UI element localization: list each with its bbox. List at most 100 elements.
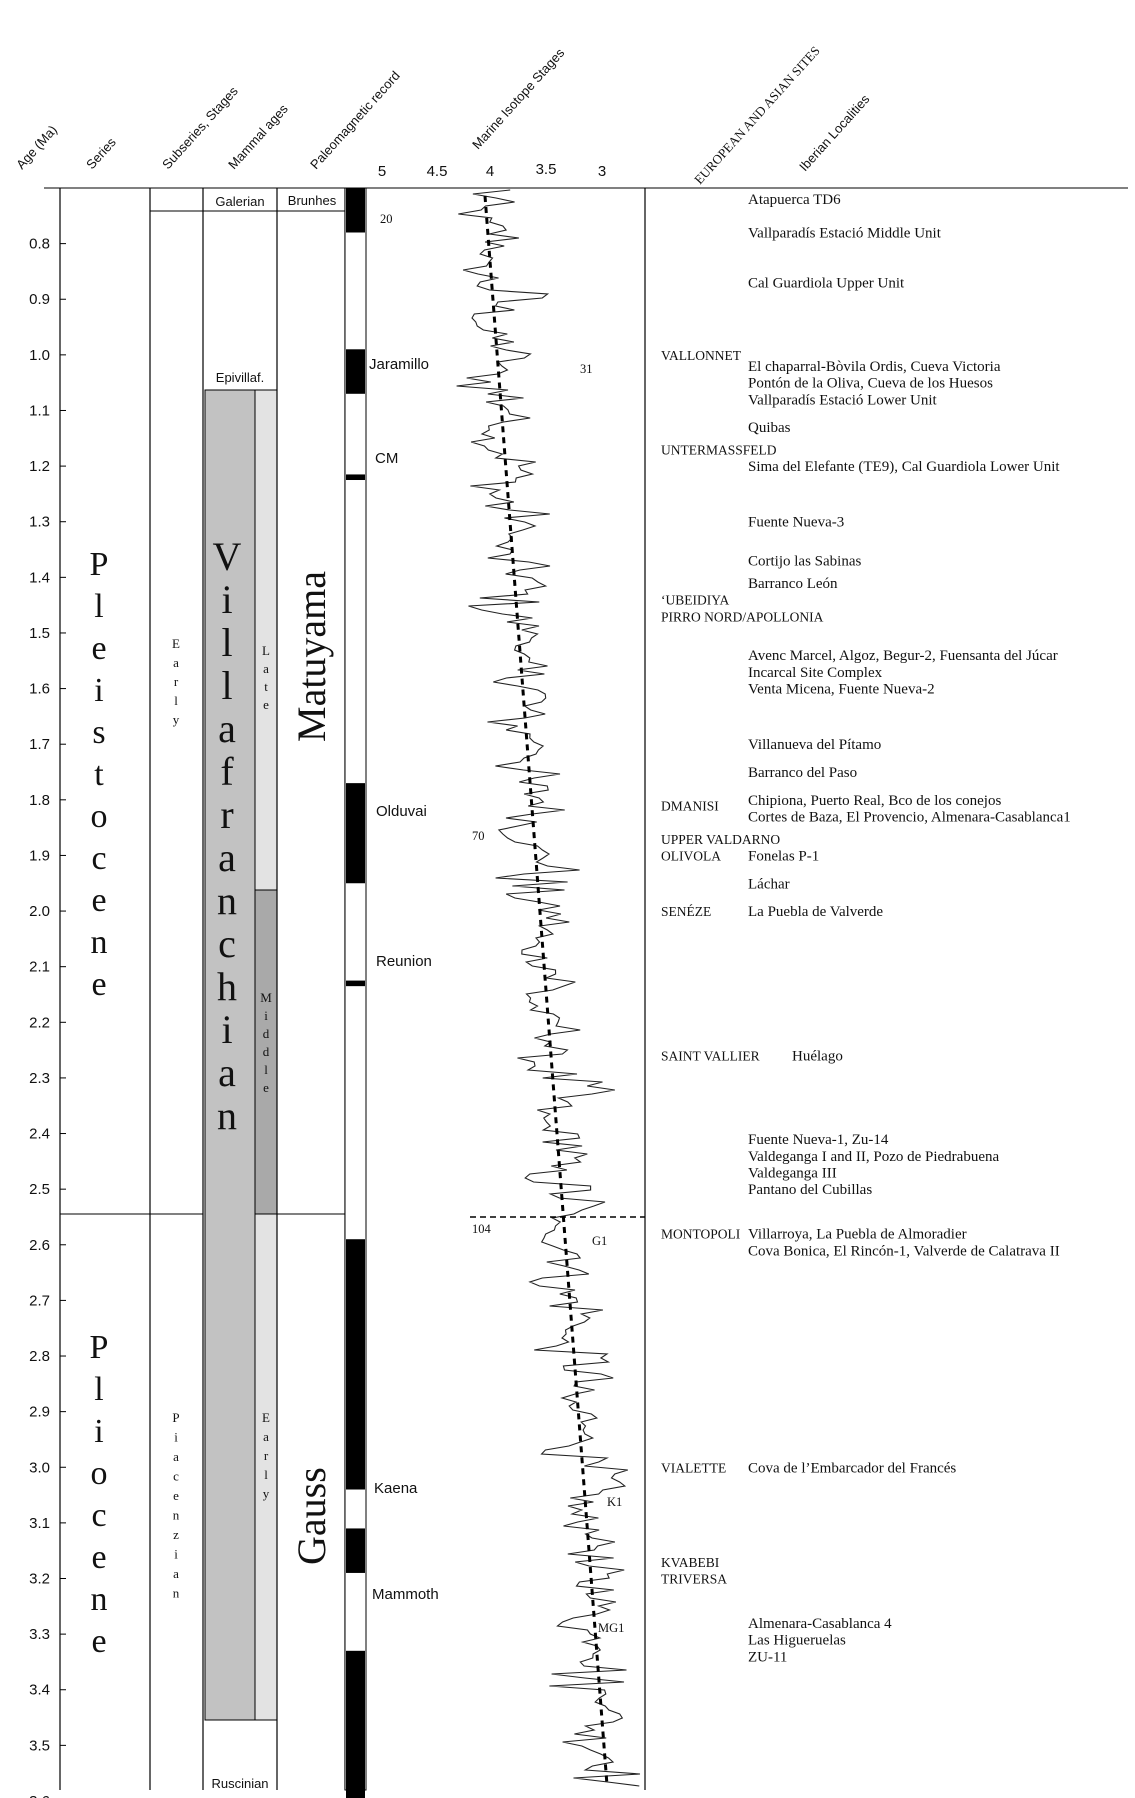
letter: c (173, 1469, 179, 1484)
letter: l (264, 1062, 268, 1077)
european-site: DMANISI (661, 798, 719, 813)
european-site: VALLONNET (661, 348, 742, 363)
normal-polarity-bar (346, 1650, 365, 1798)
european-site: MONTOPOLI (661, 1227, 741, 1242)
header-series: Series (83, 134, 119, 172)
letter: t (94, 756, 104, 793)
normal-polarity-bar (346, 474, 365, 481)
letter: l (174, 693, 178, 708)
letter: n (173, 1508, 180, 1523)
isotope-panel: 20 31 70 104 G1 K1 MG1 (380, 188, 646, 1790)
iberian-site: ZU-11 (748, 1649, 787, 1665)
iberian-site: Fuente Nueva-3 (748, 515, 844, 531)
european-site: UNTERMASSFELD (661, 442, 777, 457)
letter: i (94, 672, 103, 709)
letter: a (173, 1566, 179, 1581)
normal-polarity-bar (346, 1528, 365, 1573)
iberian-site: Pontón de la Oliva, Cueva de los Huesos (748, 376, 993, 392)
letter: r (264, 1448, 269, 1463)
letter: n (173, 1586, 180, 1601)
letter: P (90, 1329, 109, 1366)
letter: d (263, 1044, 270, 1059)
iberian-site: Valdeganga I and II, Pozo de Piedrabuena (748, 1149, 999, 1165)
letter: z (173, 1527, 179, 1542)
european-site: VIALETTE (661, 1460, 726, 1475)
european-site: SENÉZE (661, 904, 711, 919)
gauss-label: Gauss (289, 1467, 334, 1565)
age-tick-label: 2.3 (29, 1070, 50, 1087)
letter: e (91, 630, 106, 667)
iberian-site: Cal Guardiola Upper Unit (748, 276, 905, 292)
european-site: PIRRO NORD/APOLLONIA (661, 609, 824, 624)
middle-villafranchian-label: Middle (260, 990, 272, 1095)
letter: o (91, 798, 108, 835)
letter: a (218, 1050, 236, 1095)
letter: l (94, 588, 103, 625)
letter: i (174, 1547, 178, 1562)
mis31-label: 31 (580, 362, 593, 376)
age-tick-label: 3.6 (29, 1793, 50, 1798)
letter: P (172, 1410, 179, 1425)
letter: e (173, 1488, 179, 1503)
age-tick-label: 3.2 (29, 1571, 50, 1588)
letter: n (217, 1093, 237, 1138)
age-tick-label: 1.5 (29, 625, 50, 642)
iberian-site: Cortijo las Sabinas (748, 554, 861, 570)
european-site: ‘UBEIDIYA (661, 593, 729, 608)
letter: r (174, 674, 179, 689)
jaramillo-label: Jaramillo (369, 356, 429, 373)
iberian-site: Las Higueruelas (748, 1633, 846, 1649)
galerian-label: Galerian (215, 194, 264, 209)
iberian-site: Avenc Marcel, Algoz, Begur-2, Fuensanta … (748, 648, 1058, 664)
letter: e (91, 882, 106, 919)
age-tick-label: 3.4 (29, 1682, 50, 1699)
letter: i (221, 1007, 232, 1052)
isotope-trend-line (483, 195, 609, 1786)
age-tick-label: 0.8 (29, 236, 50, 253)
isotope-axis: 5 4.5 4 3.5 3 (378, 161, 606, 180)
letter: l (221, 620, 232, 665)
iberian-site: Villarroya, La Puebla de Almoradier (748, 1227, 967, 1243)
age-axis: 0.8 0.9 1.0 1.1 1.2 1.3 1.4 1.5 1.6 1.7 1.8 1.9 2.0 2… (29, 188, 66, 1798)
age-tick-label: 1.1 (29, 402, 50, 419)
mis70-label: 70 (472, 829, 485, 843)
letter: a (263, 1429, 269, 1444)
european-site: KVABEBI (661, 1555, 720, 1570)
normal-polarity-bar (346, 980, 365, 987)
letter: e (91, 1623, 106, 1660)
letter: a (173, 655, 179, 670)
letter: o (91, 1455, 108, 1492)
letter: d (263, 1026, 270, 1041)
age-tick-label: 1.8 (29, 792, 50, 809)
age-tick-label: 0.9 (29, 291, 50, 308)
letter: t (264, 679, 268, 694)
letter: n (217, 878, 237, 923)
letter: a (218, 706, 236, 751)
age-tick-label: 1.9 (29, 847, 50, 864)
iberian-site: Cova Bonica, El Rincón-1, Valverde de Ca… (748, 1243, 1060, 1259)
isotope-tick: 3.5 (536, 161, 557, 178)
age-tick-label: 2.8 (29, 1348, 50, 1365)
age-tick-label: 3.0 (29, 1459, 50, 1476)
iberian-site: Cortes de Baza, El Provencio, Almenara-C… (748, 810, 1071, 826)
header-iberian: Iberian Localities (796, 91, 873, 174)
iberian-site: Venta Micena, Fuente Nueva-2 (748, 682, 935, 698)
header-mammal-ages: Mammal ages (225, 101, 291, 172)
letter: r (220, 792, 233, 837)
polarity-bars (346, 188, 365, 1798)
letter: y (263, 1486, 270, 1501)
letter: V (213, 534, 242, 579)
age-tick-label: 3.1 (29, 1515, 50, 1532)
age-tick-label: 1.0 (29, 347, 50, 364)
letter: s (92, 714, 105, 751)
olduvai-label: Olduvai (376, 803, 427, 820)
iberian-site: Fuente Nueva-1, Zu-14 (748, 1132, 889, 1148)
mg1-label: MG1 (598, 1621, 624, 1635)
iberian-site: El chaparral-Bòvila Ordis, Cueva Victori… (748, 359, 1001, 375)
